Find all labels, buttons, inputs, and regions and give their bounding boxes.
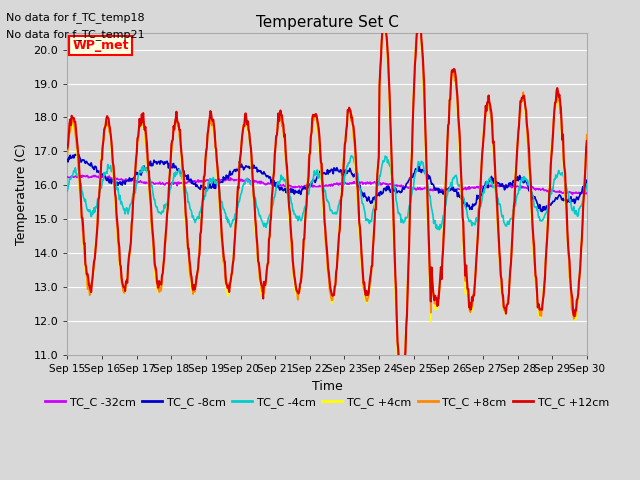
X-axis label: Time: Time: [312, 380, 342, 393]
Text: No data for f_TC_temp21: No data for f_TC_temp21: [6, 29, 145, 40]
Title: Temperature Set C: Temperature Set C: [255, 15, 399, 30]
Y-axis label: Temperature (C): Temperature (C): [15, 143, 28, 245]
Legend: TC_C -32cm, TC_C -8cm, TC_C -4cm, TC_C +4cm, TC_C +8cm, TC_C +12cm: TC_C -32cm, TC_C -8cm, TC_C -4cm, TC_C +…: [41, 393, 613, 413]
Text: No data for f_TC_temp18: No data for f_TC_temp18: [6, 12, 145, 23]
Text: WP_met: WP_met: [72, 39, 129, 52]
